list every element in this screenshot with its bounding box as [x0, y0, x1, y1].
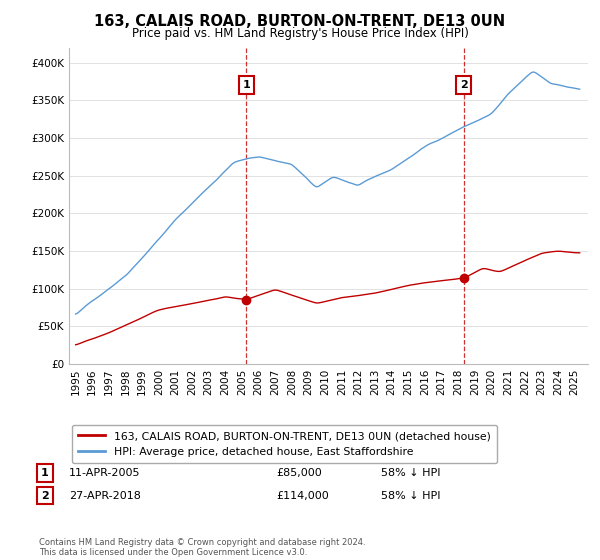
Text: 11-APR-2005: 11-APR-2005 — [69, 468, 140, 478]
Text: 2: 2 — [460, 80, 467, 90]
Text: 58% ↓ HPI: 58% ↓ HPI — [381, 468, 440, 478]
Text: 163, CALAIS ROAD, BURTON-ON-TRENT, DE13 0UN: 163, CALAIS ROAD, BURTON-ON-TRENT, DE13 … — [94, 14, 506, 29]
Text: £114,000: £114,000 — [276, 491, 329, 501]
Text: Contains HM Land Registry data © Crown copyright and database right 2024.
This d: Contains HM Land Registry data © Crown c… — [39, 538, 365, 557]
Text: 1: 1 — [242, 80, 250, 90]
Text: 1: 1 — [41, 468, 49, 478]
Text: 58% ↓ HPI: 58% ↓ HPI — [381, 491, 440, 501]
Legend: 163, CALAIS ROAD, BURTON-ON-TRENT, DE13 0UN (detached house), HPI: Average price: 163, CALAIS ROAD, BURTON-ON-TRENT, DE13 … — [72, 425, 497, 463]
Text: £85,000: £85,000 — [276, 468, 322, 478]
Text: Price paid vs. HM Land Registry's House Price Index (HPI): Price paid vs. HM Land Registry's House … — [131, 27, 469, 40]
Text: 2: 2 — [41, 491, 49, 501]
Text: 27-APR-2018: 27-APR-2018 — [69, 491, 141, 501]
